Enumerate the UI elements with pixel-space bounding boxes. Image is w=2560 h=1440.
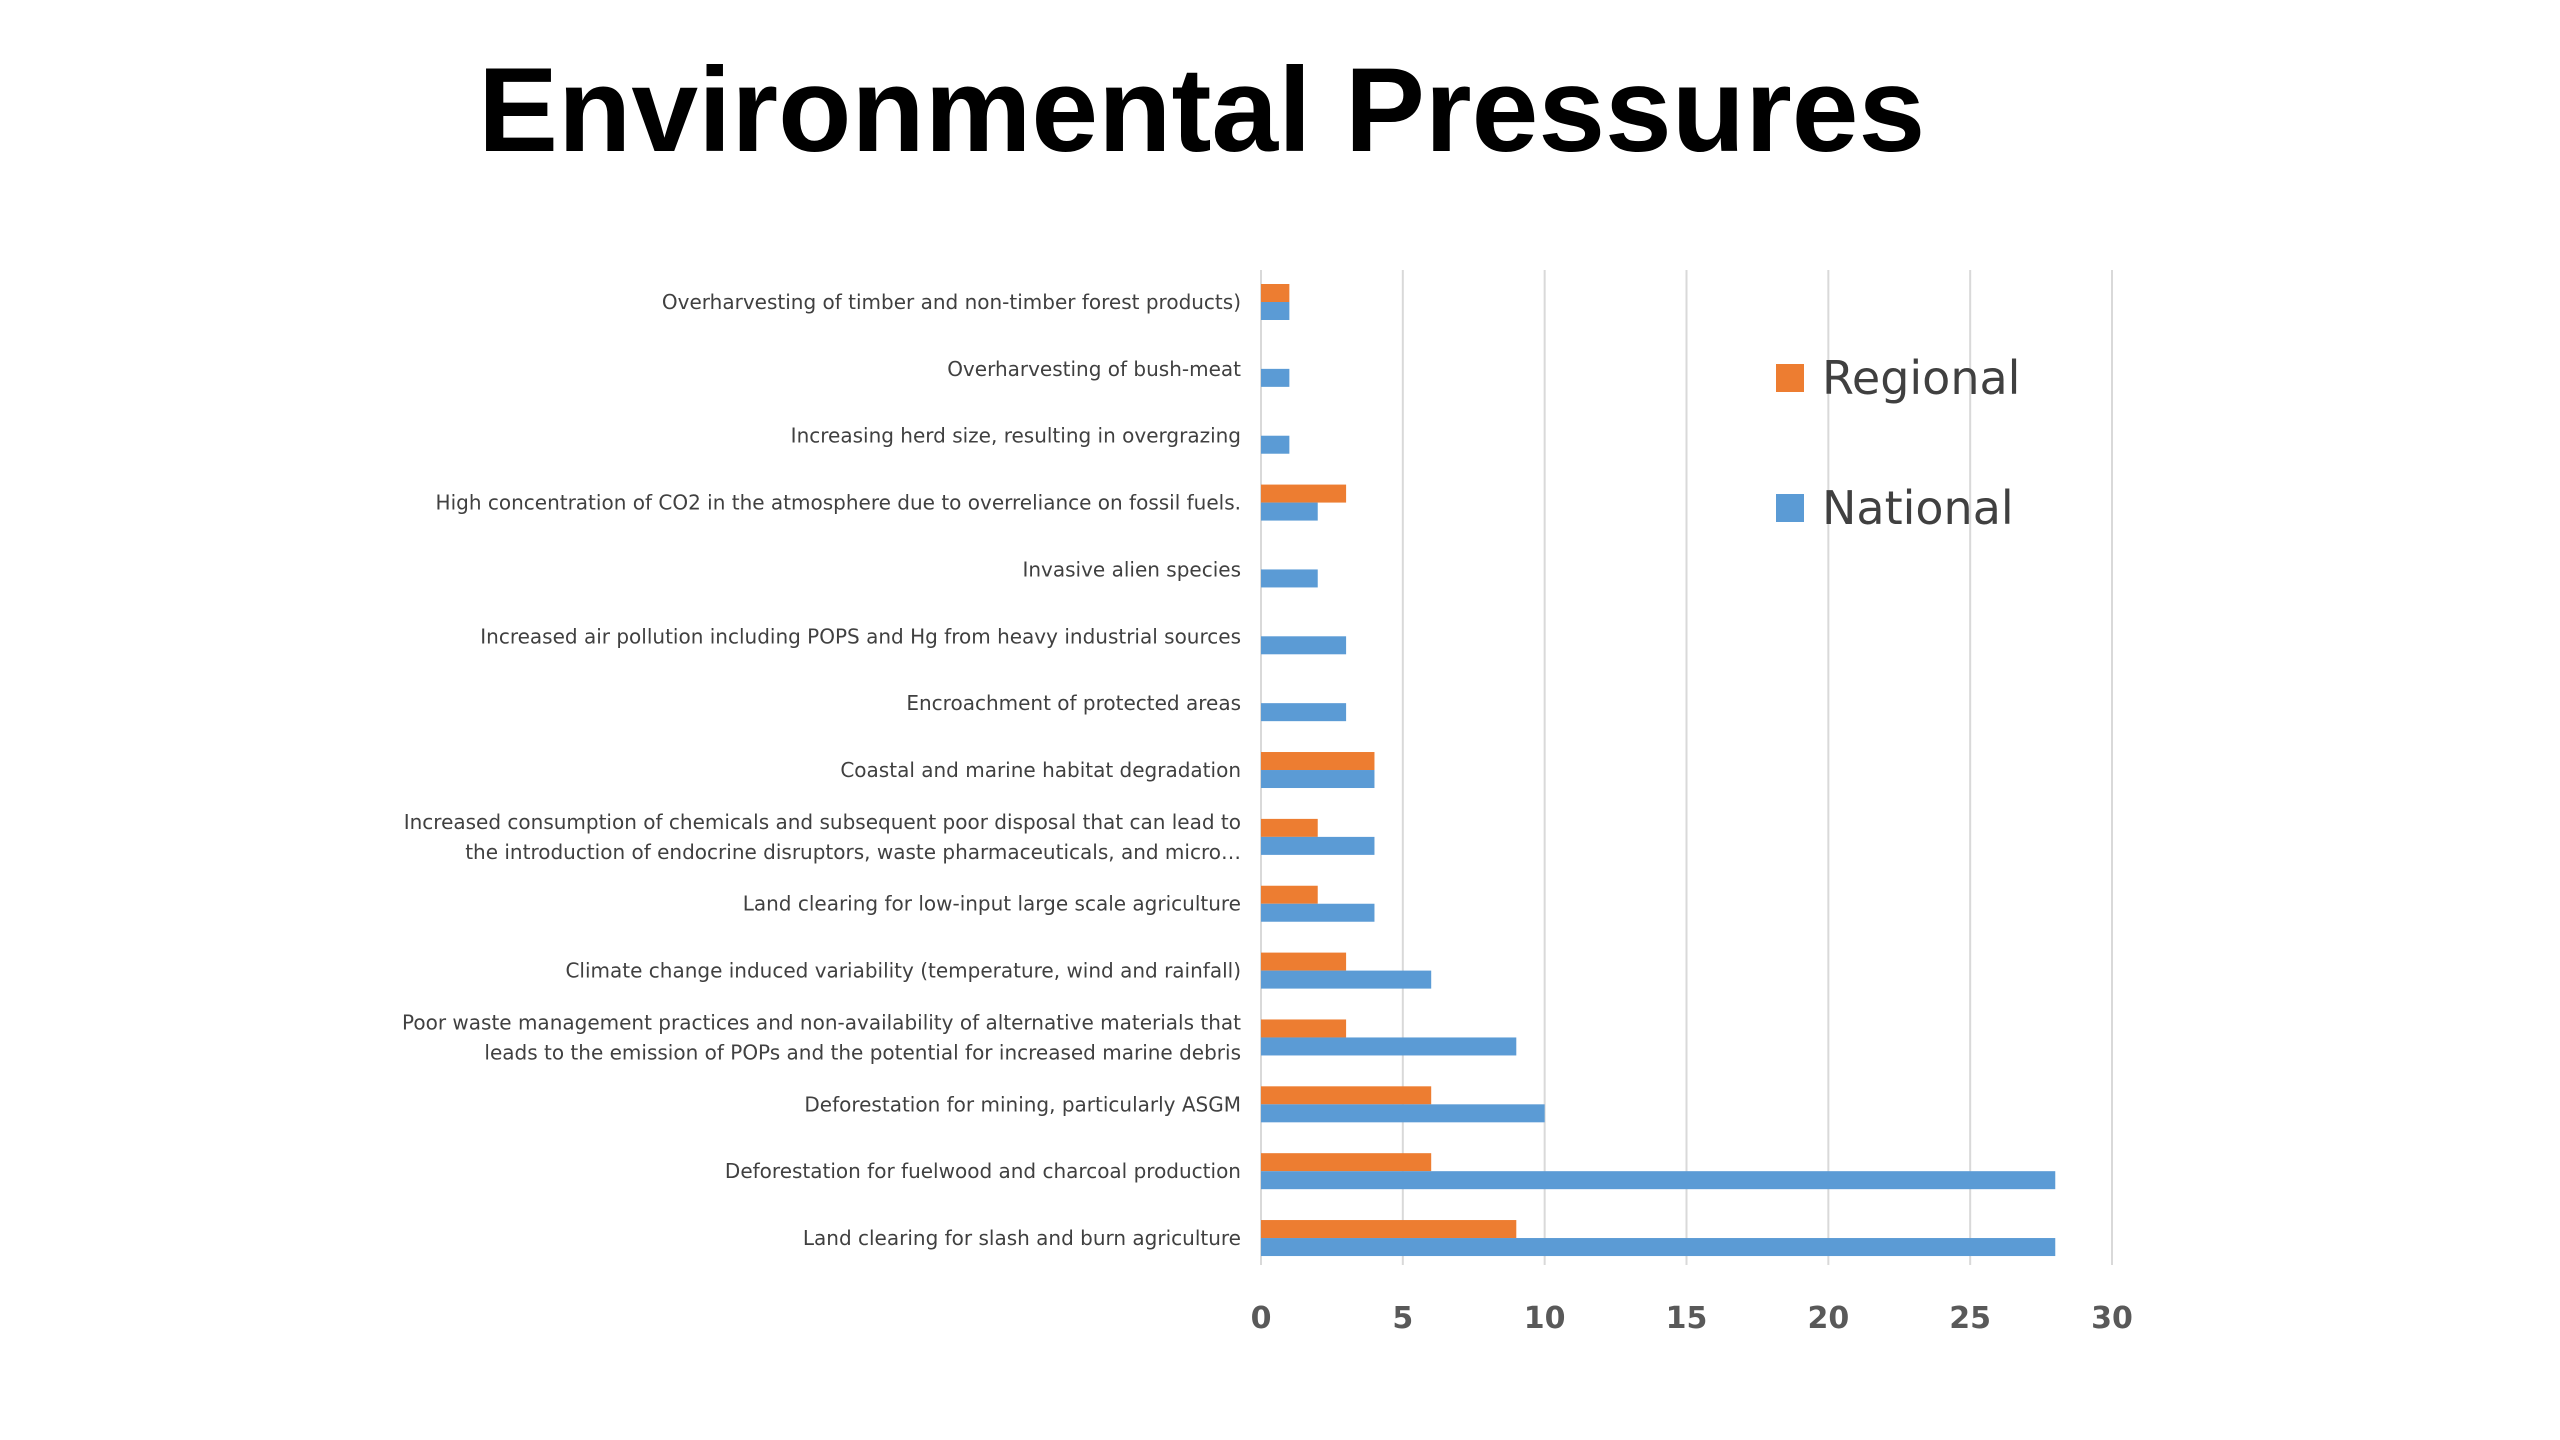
category-label: Deforestation for fuelwood and charcoal … — [725, 1159, 1241, 1183]
x-tick-label: 0 — [1251, 1301, 1272, 1336]
bar-national — [1261, 970, 1432, 989]
bar-national — [1261, 435, 1290, 454]
bar-regional — [1261, 752, 1375, 771]
category-label: Land clearing for slash and burn agricul… — [803, 1226, 1241, 1250]
bar-national — [1261, 1104, 1545, 1123]
category-label: Land clearing for low-input large scale … — [743, 892, 1241, 916]
legend-swatch — [1776, 364, 1804, 392]
category-label: High concentration of CO2 in the atmosph… — [436, 491, 1241, 515]
category-label: Increased consumption of chemicals and s… — [404, 810, 1241, 834]
x-tick-label: 5 — [1392, 1301, 1413, 1336]
bar-regional — [1261, 952, 1347, 971]
bar-national — [1261, 903, 1375, 922]
bar-regional — [1261, 484, 1347, 503]
category-label: Increasing herd size, resulting in overg… — [791, 424, 1241, 448]
bar-regional — [1261, 284, 1290, 302]
bar-national — [1261, 836, 1375, 855]
category-label: the introduction of endocrine disruptors… — [465, 840, 1241, 864]
bar-regional — [1261, 885, 1318, 904]
bar-regional — [1261, 1153, 1432, 1172]
bar-national — [1261, 636, 1347, 655]
legend-label: National — [1822, 481, 2014, 535]
category-label: Overharvesting of bush-meat — [947, 357, 1241, 381]
x-tick-label: 30 — [2091, 1301, 2133, 1336]
bar-national — [1261, 502, 1318, 521]
slide-title: Environmental Pressures — [478, 43, 1926, 177]
bar-national — [1261, 1037, 1517, 1056]
bar-national — [1261, 368, 1290, 387]
legend-label: Regional — [1822, 351, 2020, 405]
bar-national — [1261, 302, 1290, 320]
x-axis-ticks: 0 5 10 15 20 25 30 — [1251, 1301, 2133, 1336]
bar-regional — [1261, 1220, 1517, 1239]
category-label: Deforestation for mining, particularly A… — [804, 1092, 1241, 1116]
x-tick-label: 25 — [1949, 1301, 1991, 1336]
category-label: Encroachment of protected areas — [906, 691, 1241, 715]
bar-group — [1261, 284, 2056, 1257]
x-tick-label: 15 — [1666, 1301, 1708, 1336]
category-label: Invasive alien species — [1022, 557, 1241, 581]
bar-national — [1261, 569, 1318, 588]
category-label: leads to the emission of POPs and the po… — [484, 1040, 1241, 1064]
x-tick-label: 10 — [1524, 1301, 1566, 1336]
category-label: Overharvesting of timber and non-timber … — [662, 290, 1241, 314]
x-tick-label: 20 — [1807, 1301, 1849, 1336]
bar-national — [1261, 703, 1347, 722]
category-label: Poor waste management practices and non-… — [402, 1010, 1241, 1034]
category-label: Coastal and marine habitat degradation — [840, 758, 1241, 782]
legend: Regional National — [1776, 351, 2020, 535]
bar-regional — [1261, 1019, 1347, 1038]
bar-national — [1261, 1171, 2056, 1190]
category-label: Increased air pollution including POPS a… — [480, 624, 1241, 648]
bar-regional — [1261, 1086, 1432, 1105]
category-label: Climate change induced variability (temp… — [565, 959, 1241, 983]
bar-national — [1261, 1238, 2056, 1257]
bar-national — [1261, 770, 1375, 789]
legend-swatch — [1776, 494, 1804, 522]
category-labels: Overharvesting of timber and non-timber … — [402, 290, 1241, 1250]
bar-regional — [1261, 818, 1318, 837]
